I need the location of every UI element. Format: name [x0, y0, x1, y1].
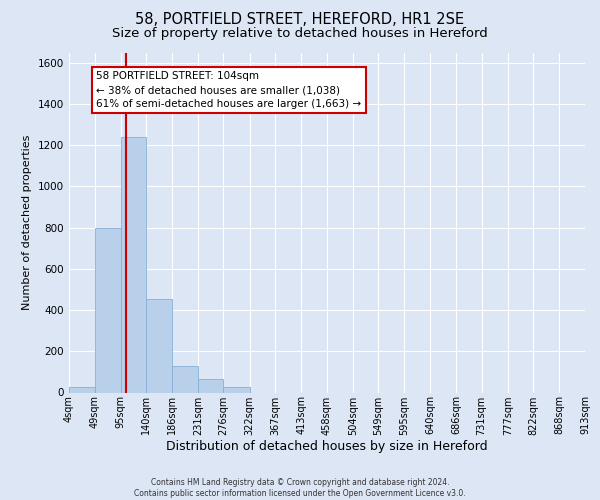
Bar [223, 388, 250, 392]
Text: Size of property relative to detached houses in Hereford: Size of property relative to detached ho… [112, 28, 488, 40]
X-axis label: Distribution of detached houses by size in Hereford: Distribution of detached houses by size … [166, 440, 488, 454]
Bar [198, 379, 223, 392]
Bar [172, 366, 198, 392]
Bar [121, 137, 146, 392]
Text: 58 PORTFIELD STREET: 104sqm
← 38% of detached houses are smaller (1,038)
61% of : 58 PORTFIELD STREET: 104sqm ← 38% of det… [96, 71, 361, 109]
Bar [69, 388, 95, 392]
Bar [146, 298, 172, 392]
Y-axis label: Number of detached properties: Number of detached properties [22, 135, 32, 310]
Text: Contains HM Land Registry data © Crown copyright and database right 2024.
Contai: Contains HM Land Registry data © Crown c… [134, 478, 466, 498]
Text: 58, PORTFIELD STREET, HEREFORD, HR1 2SE: 58, PORTFIELD STREET, HEREFORD, HR1 2SE [136, 12, 464, 28]
Bar [95, 228, 121, 392]
